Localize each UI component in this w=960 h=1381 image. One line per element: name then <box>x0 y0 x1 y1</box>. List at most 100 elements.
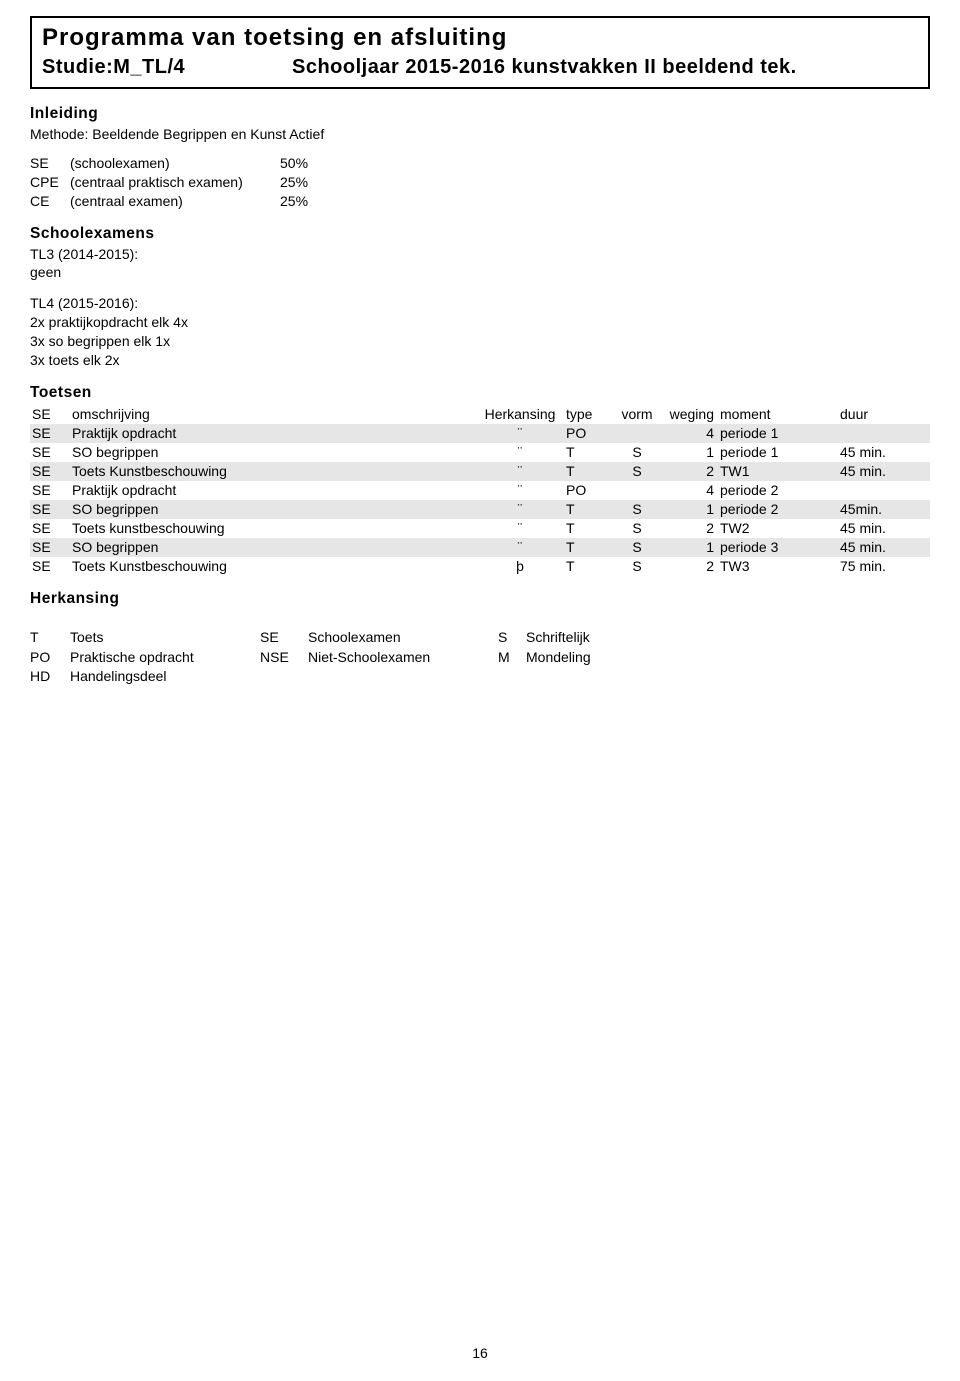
cell-vorm: S <box>612 520 662 536</box>
cell-moment: periode 1 <box>720 425 840 441</box>
cell-omschrijving: SO begrippen <box>72 444 474 460</box>
inleiding-weight-table: SE (schoolexamen) 50% CPE (centraal prak… <box>30 154 930 211</box>
inleiding-heading: Inleiding <box>30 105 930 123</box>
cell-moment: periode 2 <box>720 501 840 517</box>
legend-val: Mondeling <box>526 648 676 668</box>
page-subtitle: Studie:M_TL/4 Schooljaar 2015-2016 kunst… <box>42 56 918 79</box>
schooljaar-label: Schooljaar 2015-2016 kunstvakken II beel… <box>292 56 918 79</box>
cell-moment: periode 3 <box>720 539 840 555</box>
cell-vorm: S <box>612 558 662 574</box>
cell-type: PO <box>566 425 612 441</box>
legend-val: Schriftelijk <box>526 628 676 648</box>
cell-vorm: S <box>612 444 662 460</box>
table-row: SEToets KunstbeschouwingþTS2TW375 min. <box>30 557 930 576</box>
cell-herkansing: ¨ <box>474 463 566 479</box>
intro-label: (schoolexamen) <box>70 154 280 173</box>
cell-omschrijving: Toets Kunstbeschouwing <box>72 558 474 574</box>
cell-moment: TW1 <box>720 463 840 479</box>
cell-vorm: S <box>612 501 662 517</box>
cell-type: T <box>566 501 612 517</box>
table-body: SEPraktijk opdracht¨PO4periode 1SESO beg… <box>30 424 930 576</box>
herkansing-block: Herkansing <box>30 590 930 608</box>
intro-code: CPE <box>30 173 70 192</box>
legend-key: M <box>498 648 526 668</box>
tl3-line1: TL3 (2014-2015): <box>30 245 930 264</box>
table-header-row: SE omschrijving Herkansing type vorm weg… <box>30 405 930 424</box>
cell-moment: periode 1 <box>720 444 840 460</box>
intro-code: SE <box>30 154 70 173</box>
cell-se: SE <box>30 539 72 555</box>
table-row: SEToets kunstbeschouwing¨TS2TW245 min. <box>30 519 930 538</box>
legend-key: SE <box>260 628 308 648</box>
legend-val: Handelingsdeel <box>70 667 260 687</box>
page-title: Programma van toetsing en afsluiting <box>42 24 918 52</box>
cell-type: T <box>566 520 612 536</box>
legend-key <box>498 667 526 687</box>
intro-pct: 50% <box>280 154 340 173</box>
studie-label: Studie:M_TL/4 <box>42 56 292 79</box>
cell-type: T <box>566 463 612 479</box>
legend-key: NSE <box>260 648 308 668</box>
table-row: SEToets Kunstbeschouwing¨TS2TW145 min. <box>30 462 930 481</box>
cell-type: T <box>566 558 612 574</box>
cell-se: SE <box>30 558 72 574</box>
legend-key: PO <box>30 648 70 668</box>
tl3-line2: geen <box>30 263 930 282</box>
tl4-line: 3x toets elk 2x <box>30 351 930 370</box>
col-type: type <box>566 406 612 422</box>
intro-row: CE (centraal examen) 25% <box>30 192 930 211</box>
toetsen-table: SE omschrijving Herkansing type vorm weg… <box>30 405 930 576</box>
cell-herkansing: ¨ <box>474 501 566 517</box>
cell-se: SE <box>30 482 72 498</box>
legend-val <box>308 667 498 687</box>
intro-label: (centraal examen) <box>70 192 280 211</box>
cell-herkansing: ¨ <box>474 482 566 498</box>
cell-se: SE <box>30 520 72 536</box>
legend-val: Toets <box>70 628 260 648</box>
table-row: SEPraktijk opdracht¨PO4periode 2 <box>30 481 930 500</box>
col-moment: moment <box>720 406 840 422</box>
cell-omschrijving: SO begrippen <box>72 501 474 517</box>
cell-herkansing: ¨ <box>474 520 566 536</box>
cell-se: SE <box>30 425 72 441</box>
intro-pct: 25% <box>280 192 340 211</box>
schoolexamens-heading: Schoolexamens <box>30 225 930 243</box>
intro-label: (centraal praktisch examen) <box>70 173 280 192</box>
cell-weging: 2 <box>662 463 720 479</box>
cell-se: SE <box>30 501 72 517</box>
legend-row: HD Handelingsdeel <box>30 667 930 687</box>
cell-type: PO <box>566 482 612 498</box>
table-row: SESO begrippen¨TS1periode 345 min. <box>30 538 930 557</box>
col-omschrijving: omschrijving <box>72 406 474 422</box>
cell-omschrijving: Praktijk opdracht <box>72 425 474 441</box>
intro-code: CE <box>30 192 70 211</box>
legend-key: HD <box>30 667 70 687</box>
cell-vorm: S <box>612 463 662 479</box>
cell-weging: 4 <box>662 425 720 441</box>
cell-omschrijving: Toets kunstbeschouwing <box>72 520 474 536</box>
spacer <box>30 282 930 294</box>
cell-type: T <box>566 539 612 555</box>
cell-weging: 2 <box>662 520 720 536</box>
cell-herkansing: ¨ <box>474 539 566 555</box>
intro-row: SE (schoolexamen) 50% <box>30 154 930 173</box>
legend-val: Niet-Schoolexamen <box>308 648 498 668</box>
cell-herkansing: ¨ <box>474 425 566 441</box>
legend-row: T Toets SE Schoolexamen S Schriftelijk <box>30 628 930 648</box>
cell-duur: 45 min. <box>840 463 930 479</box>
cell-duur: 45 min. <box>840 520 930 536</box>
cell-se: SE <box>30 444 72 460</box>
cell-herkansing: þ <box>474 558 566 574</box>
legend-row: PO Praktische opdracht NSE Niet-Schoolex… <box>30 648 930 668</box>
cell-omschrijving: Toets Kunstbeschouwing <box>72 463 474 479</box>
legend-val <box>526 667 676 687</box>
page-number: 16 <box>0 1345 960 1361</box>
legend-table: T Toets SE Schoolexamen S Schriftelijk P… <box>30 628 930 687</box>
table-row: SESO begrippen¨TS1periode 145 min. <box>30 443 930 462</box>
col-duur: duur <box>840 406 930 422</box>
toetsen-heading: Toetsen <box>30 384 930 402</box>
herkansing-heading: Herkansing <box>30 590 930 608</box>
col-herkansing: Herkansing <box>474 406 566 422</box>
cell-weging: 2 <box>662 558 720 574</box>
cell-type: T <box>566 444 612 460</box>
